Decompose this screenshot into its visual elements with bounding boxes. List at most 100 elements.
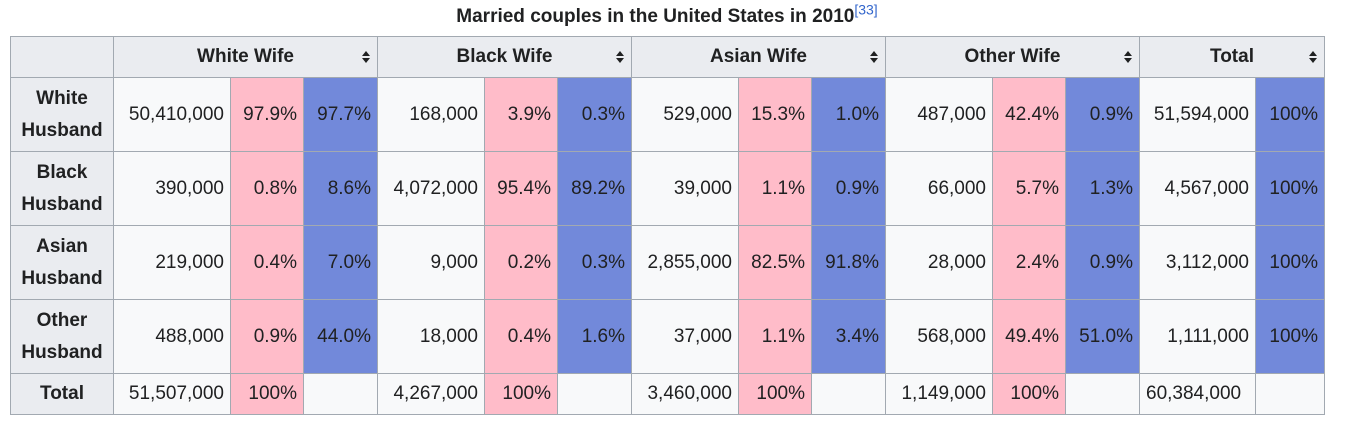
cell-pct-of-wife: 15.3% bbox=[738, 77, 812, 152]
cell-count: 37,000 bbox=[631, 299, 739, 374]
caption-reference-link[interactable]: [33] bbox=[854, 1, 878, 18]
header-total[interactable]: Total bbox=[1139, 36, 1325, 78]
corner-cell bbox=[10, 36, 114, 78]
cell-total-count: 1,111,000 bbox=[1139, 299, 1256, 374]
table-row-other-husband: Other Husband 488,000 0.9% 44.0% 18,000 0… bbox=[10, 299, 1325, 374]
cell-pct-of-wife: 95.4% bbox=[484, 151, 558, 226]
header-row: White Wife Black Wife Asian Wife Other W… bbox=[10, 36, 1325, 78]
cell-pct-of-wife: 100% bbox=[738, 373, 812, 415]
table-row-black-husband: Black Husband 390,000 0.8% 8.6% 4,072,000… bbox=[10, 151, 1325, 226]
cell-pct-of-husband: 0.9% bbox=[1065, 225, 1140, 300]
header-label: Total bbox=[1210, 46, 1254, 67]
cell-total-pct: 100% bbox=[1255, 299, 1325, 374]
cell-count: 219,000 bbox=[113, 225, 231, 300]
row-label-line: Husband bbox=[21, 267, 103, 289]
cell-total-pct: 100% bbox=[1255, 151, 1325, 226]
cell-pct-of-husband: 89.2% bbox=[557, 151, 632, 226]
header-label: White Wife bbox=[197, 46, 294, 67]
row-label-line: Black bbox=[36, 161, 88, 183]
cell-pct-of-wife: 5.7% bbox=[992, 151, 1066, 226]
row-label-line: Husband bbox=[21, 119, 103, 141]
row-label-line: Husband bbox=[21, 193, 103, 215]
row-label-line: White bbox=[36, 87, 88, 109]
caption-text: Married couples in the United States in … bbox=[456, 6, 855, 27]
cell-count: 2,855,000 bbox=[631, 225, 739, 300]
cell-pct-of-husband: 51.0% bbox=[1065, 299, 1140, 374]
cell-pct-of-husband: 0.3% bbox=[557, 77, 632, 152]
cell-pct-of-husband: 1.6% bbox=[557, 299, 632, 374]
header-label: Other Wife bbox=[964, 46, 1061, 67]
header-label: Black Wife bbox=[456, 46, 553, 67]
cell-pct-of-wife: 97.9% bbox=[230, 77, 304, 152]
cell-total-count: 3,112,000 bbox=[1139, 225, 1256, 300]
row-label-total: Total bbox=[10, 373, 114, 415]
row-label-other-husband: Other Husband bbox=[10, 299, 114, 374]
cell-empty bbox=[1065, 373, 1140, 415]
cell-count: 1,149,000 bbox=[885, 373, 993, 415]
sort-icon[interactable] bbox=[1123, 50, 1133, 64]
row-label-line: Other bbox=[36, 309, 88, 331]
cell-pct-of-husband: 91.8% bbox=[811, 225, 886, 300]
cell-count: 390,000 bbox=[113, 151, 231, 226]
cell-count: 50,410,000 bbox=[113, 77, 231, 152]
cell-pct-of-wife: 0.9% bbox=[230, 299, 304, 374]
cell-pct-of-husband: 44.0% bbox=[303, 299, 378, 374]
cell-pct-of-wife: 49.4% bbox=[992, 299, 1066, 374]
cell-pct-of-wife: 0.4% bbox=[230, 225, 304, 300]
row-label-asian-husband: Asian Husband bbox=[10, 225, 114, 300]
married-couples-table: White Wife Black Wife Asian Wife Other W… bbox=[10, 36, 1325, 415]
cell-count: 568,000 bbox=[885, 299, 993, 374]
cell-total-pct: 100% bbox=[1255, 77, 1325, 152]
row-label-line: Asian bbox=[36, 235, 88, 257]
cell-empty bbox=[557, 373, 632, 415]
cell-pct-of-husband: 0.3% bbox=[557, 225, 632, 300]
cell-count: 4,267,000 bbox=[377, 373, 485, 415]
cell-pct-of-wife: 1.1% bbox=[738, 299, 812, 374]
cell-count: 168,000 bbox=[377, 77, 485, 152]
cell-pct-of-husband: 1.3% bbox=[1065, 151, 1140, 226]
cell-count: 487,000 bbox=[885, 77, 993, 152]
cell-pct-of-wife: 42.4% bbox=[992, 77, 1066, 152]
cell-total-pct: 100% bbox=[1255, 225, 1325, 300]
header-asian-wife[interactable]: Asian Wife bbox=[631, 36, 886, 78]
sort-icon[interactable] bbox=[869, 50, 879, 64]
cell-grand-total: 60,384,000 bbox=[1139, 373, 1256, 415]
cell-count: 488,000 bbox=[113, 299, 231, 374]
cell-pct-of-wife: 100% bbox=[484, 373, 558, 415]
sort-icon[interactable] bbox=[361, 50, 371, 64]
header-other-wife[interactable]: Other Wife bbox=[885, 36, 1140, 78]
row-label-black-husband: Black Husband bbox=[10, 151, 114, 226]
table-row-white-husband: White Husband 50,410,000 97.9% 97.7% 168,… bbox=[10, 77, 1325, 152]
table-row-total: Total 51,507,000 100% 4,267,000 100% 3,4… bbox=[10, 373, 1325, 415]
sort-icon[interactable] bbox=[1308, 50, 1318, 64]
cell-pct-of-wife: 1.1% bbox=[738, 151, 812, 226]
cell-pct-of-wife: 3.9% bbox=[484, 77, 558, 152]
cell-count: 66,000 bbox=[885, 151, 993, 226]
cell-pct-of-husband: 8.6% bbox=[303, 151, 378, 226]
cell-empty bbox=[1255, 373, 1325, 415]
row-label-line: Husband bbox=[21, 341, 103, 363]
cell-count: 39,000 bbox=[631, 151, 739, 226]
cell-pct-of-wife: 100% bbox=[992, 373, 1066, 415]
header-label: Asian Wife bbox=[710, 46, 807, 67]
cell-count: 529,000 bbox=[631, 77, 739, 152]
row-label-white-husband: White Husband bbox=[10, 77, 114, 152]
cell-pct-of-wife: 2.4% bbox=[992, 225, 1066, 300]
table-caption: Married couples in the United States in … bbox=[0, 1, 1334, 30]
cell-pct-of-husband: 7.0% bbox=[303, 225, 378, 300]
header-white-wife[interactable]: White Wife bbox=[113, 36, 378, 78]
cell-count: 28,000 bbox=[885, 225, 993, 300]
cell-count: 18,000 bbox=[377, 299, 485, 374]
cell-count: 3,460,000 bbox=[631, 373, 739, 415]
cell-pct-of-husband: 1.0% bbox=[811, 77, 886, 152]
cell-pct-of-husband: 3.4% bbox=[811, 299, 886, 374]
cell-pct-of-wife: 0.8% bbox=[230, 151, 304, 226]
cell-count: 51,507,000 bbox=[113, 373, 231, 415]
header-black-wife[interactable]: Black Wife bbox=[377, 36, 632, 78]
sort-icon[interactable] bbox=[615, 50, 625, 64]
cell-pct-of-wife: 82.5% bbox=[738, 225, 812, 300]
cell-total-count: 4,567,000 bbox=[1139, 151, 1256, 226]
cell-pct-of-wife: 0.4% bbox=[484, 299, 558, 374]
cell-total-count: 51,594,000 bbox=[1139, 77, 1256, 152]
cell-pct-of-wife: 100% bbox=[230, 373, 304, 415]
